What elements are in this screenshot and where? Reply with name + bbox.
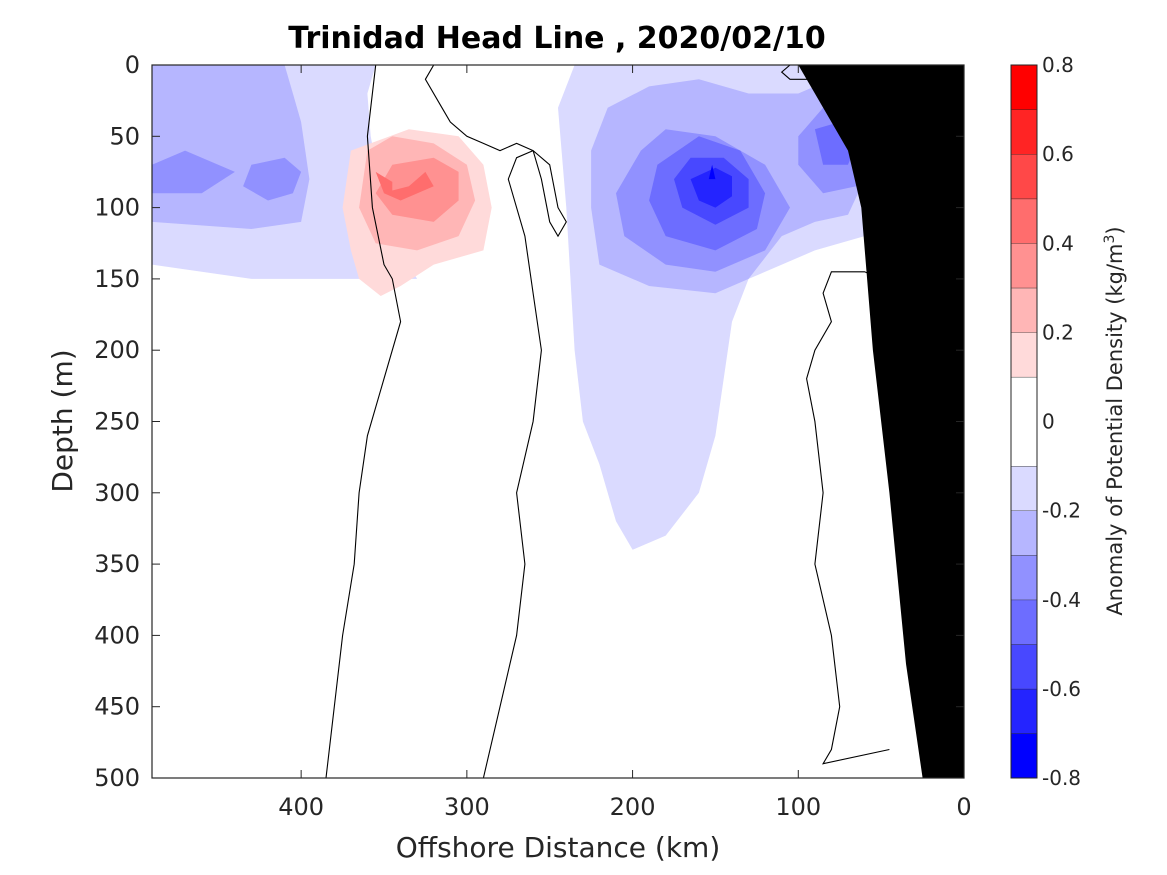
colorbar-tick-label: 0 [1042, 410, 1055, 434]
colorbar-band [1011, 644, 1037, 689]
colorbar-tick-label: -0.8 [1042, 766, 1081, 790]
y-tick-label: 350 [94, 550, 140, 578]
negative-anomaly-region [690, 167, 732, 208]
y-tick-label: 100 [94, 194, 140, 222]
colorbar-label-end: ) [1103, 226, 1127, 234]
x-tick-label: 200 [610, 793, 656, 821]
colorbar-tick-label: 0.8 [1042, 53, 1074, 77]
colorbar-band [1011, 466, 1037, 511]
x-tick-label: 300 [444, 793, 490, 821]
negative-anomaly-region [708, 164, 716, 180]
negative-anomaly-region [243, 157, 302, 201]
y-tick-label: 50 [109, 122, 140, 150]
colorbar-band [1011, 287, 1037, 333]
colorbar-band [1011, 109, 1037, 155]
colorbar-band [1011, 688, 1037, 734]
seafloor-bathymetry [798, 65, 964, 778]
y-tick-label: 150 [94, 265, 140, 293]
colorbar-band [1011, 154, 1037, 199]
colorbar-band [1011, 510, 1037, 556]
colorbar-tick-label: 0.2 [1042, 320, 1074, 344]
y-tick-label: 500 [94, 764, 140, 792]
colorbar-band [1011, 65, 1037, 110]
colorbar-tick-label: -0.6 [1042, 677, 1081, 701]
zero-contour-line [780, 65, 816, 80]
colorbar-band [1011, 332, 1037, 377]
y-axis: 0 50 100 150 200 250 300 350 400 450 500 [94, 51, 964, 792]
zero-contour-line [325, 65, 402, 778]
y-axis-label: Depth (m) [46, 349, 79, 492]
colorbar: 0.8 0.6 0.4 0.2 0 -0.2 -0.4 -0.6 -0.8 [1010, 53, 1081, 790]
chart-title: Trinidad Head Line , 2020/02/10 [288, 21, 825, 56]
bathymetry-layer [798, 65, 964, 778]
y-tick-label: 400 [94, 621, 140, 649]
colorbar-band [1011, 243, 1037, 288]
y-tick-label: 0 [125, 51, 140, 79]
zero-contour-line [806, 65, 907, 765]
colorbar-frame [1010, 64, 1038, 779]
y-tick-label: 450 [94, 693, 140, 721]
colorbar-label: Anomaly of Potential Density (kg/m3) [1102, 226, 1127, 615]
x-axis: 400 300 200 100 0 [278, 65, 972, 821]
colorbar-label-main: Anomaly of Potential Density (kg/m [1103, 244, 1127, 616]
negative-anomaly-region [152, 65, 310, 229]
x-axis-label: Offshore Distance (km) [396, 831, 721, 864]
y-tick-label: 250 [94, 408, 140, 436]
positive-anomaly-region [375, 171, 434, 201]
colorbar-tick-label: 0.4 [1042, 231, 1074, 255]
x-tick-label: 0 [956, 793, 971, 821]
colorbar-band [1011, 733, 1037, 778]
x-tick-label: 400 [278, 793, 324, 821]
negative-anomaly-region [152, 150, 235, 194]
y-tick-label: 200 [94, 336, 140, 364]
colorbar-band [1011, 376, 1037, 467]
colorbar-band [1011, 198, 1037, 244]
colorbar-tick-label: -0.4 [1042, 588, 1081, 612]
zero-contour-line [424, 65, 567, 778]
colorbar-label-superscript: 3 [1102, 235, 1118, 244]
colorbar-band [1011, 599, 1037, 645]
colorbar-tick-label: 0.6 [1042, 142, 1074, 166]
colorbar-band [1011, 555, 1037, 600]
colorbar-tick-label: -0.2 [1042, 499, 1081, 523]
zero-contour-layer [325, 65, 907, 778]
x-tick-label: 100 [775, 793, 821, 821]
y-tick-label: 300 [94, 479, 140, 507]
